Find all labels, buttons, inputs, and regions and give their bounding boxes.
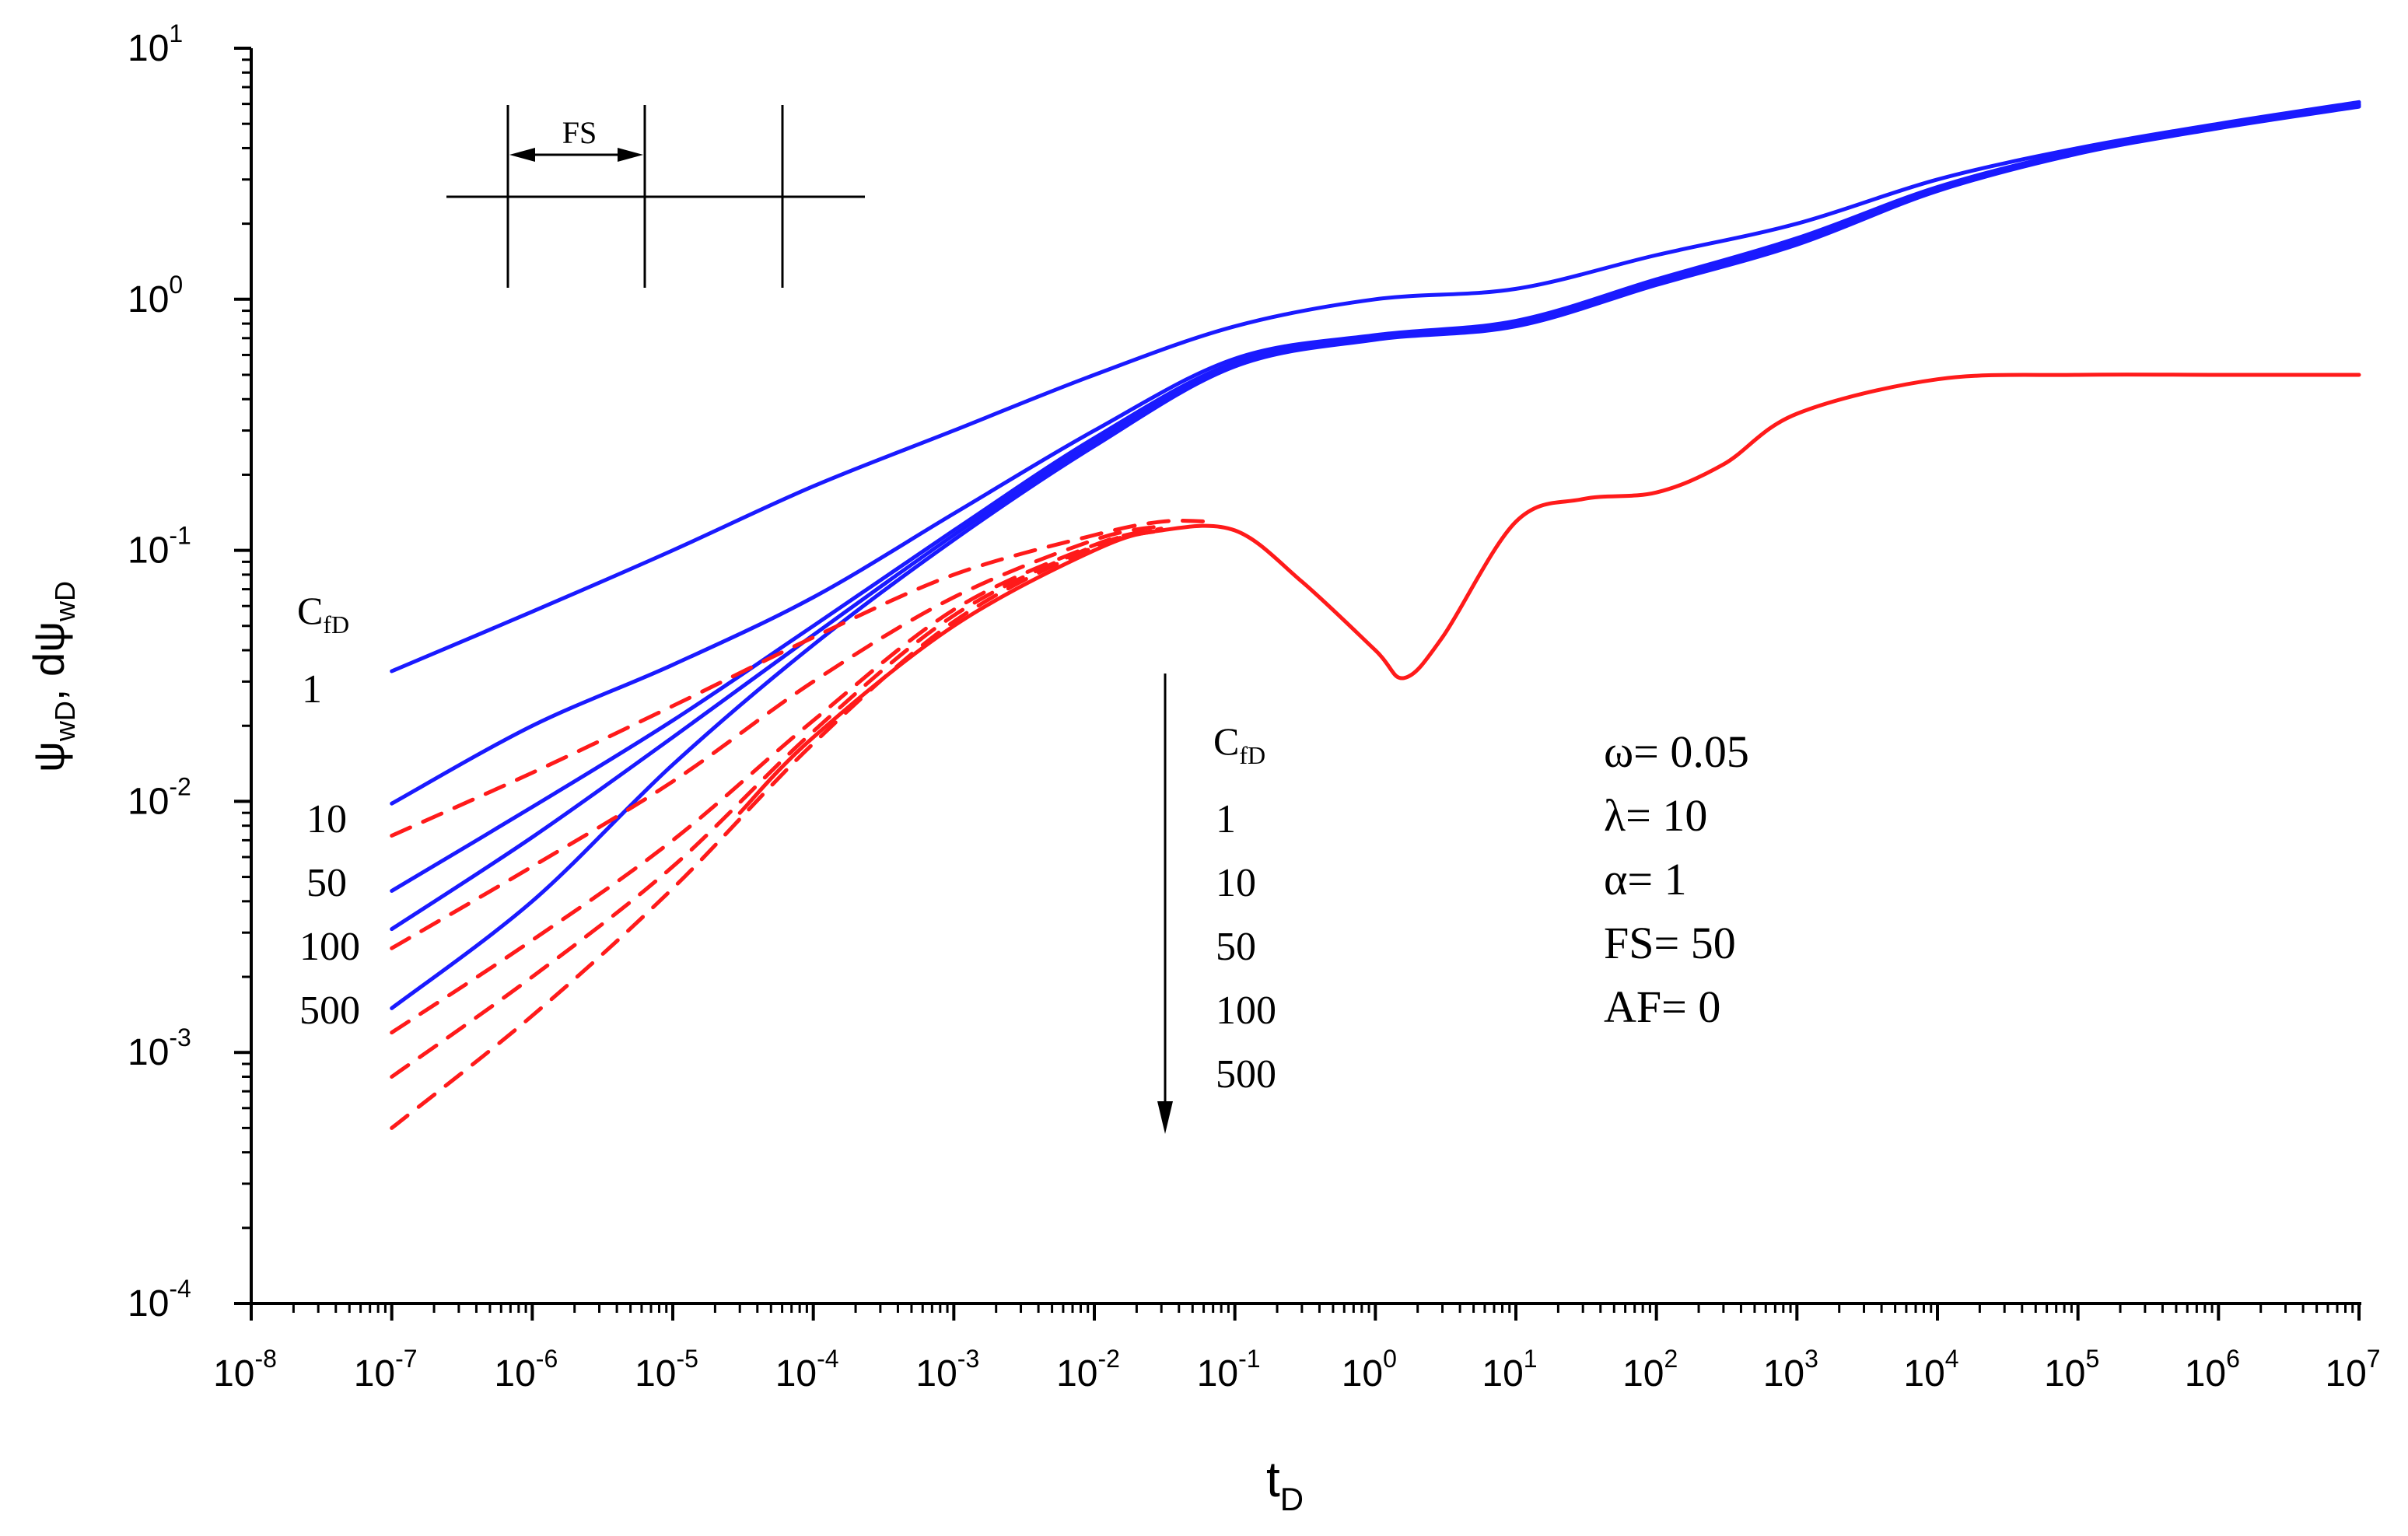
x-tick-label: 10-8 — [213, 1345, 277, 1394]
arrow-cfd-value-50: 50 — [1216, 925, 1256, 969]
y-tick-label: 10-2 — [128, 772, 191, 822]
left-cfd-label-50: 50 — [306, 861, 347, 905]
left-cfd-label-100: 100 — [299, 925, 360, 969]
arrow-cfd-header: CfD — [1213, 719, 1265, 769]
x-tick-label: 10-3 — [915, 1345, 979, 1394]
arrow-cfd-value-100: 100 — [1216, 988, 1276, 1033]
x-tick-label: 107 — [2325, 1345, 2380, 1394]
param-lambda: λ= 10 — [1604, 790, 1707, 841]
x-tick-label: 105 — [2044, 1345, 2099, 1394]
y-tick-labels: 10-4 10-3 10-2 10-1 100 101 — [128, 19, 191, 1324]
derivative-dashed-curve-4 — [390, 528, 1164, 1130]
left-cfd-label-10: 10 — [306, 797, 347, 841]
inset-arrowhead-right — [618, 148, 643, 162]
y-ticks — [234, 47, 251, 1305]
derivative-solid-curve — [737, 373, 2361, 815]
fracture-spacing-inset — [446, 105, 865, 288]
param-alpha: α= 1 — [1604, 854, 1687, 904]
x-tick-label: 10-5 — [635, 1345, 698, 1394]
x-tick-label: 10-4 — [775, 1345, 839, 1394]
arrow-cfd-value-500: 500 — [1216, 1052, 1276, 1097]
inset-arrowhead-left — [509, 148, 535, 162]
y-axis-title: ψwD, dψwD — [24, 581, 81, 772]
param-af: AF= 0 — [1604, 981, 1720, 1032]
x-tick-labels: 10-8 10-7 10-6 10-5 10-4 10-3 10-2 10-1 100 101 10… — [213, 1345, 2381, 1394]
x-tick-label: 102 — [1622, 1345, 1678, 1394]
arrow-cfd-value-1: 1 — [1216, 797, 1236, 841]
x-tick-label: 10-7 — [354, 1345, 418, 1394]
y-tick-label: 10-3 — [128, 1023, 191, 1073]
x-tick-label: 100 — [1342, 1345, 1397, 1394]
x-axis-title: tD — [1266, 1451, 1304, 1517]
series-layer — [390, 100, 2361, 1130]
param-omega: ω= 0.05 — [1604, 726, 1749, 777]
x-tick-label: 10-1 — [1197, 1345, 1261, 1394]
y-tick-label: 101 — [128, 19, 183, 69]
pressure-curve-4 — [390, 104, 2361, 1010]
arrow-cfd-value-10: 10 — [1216, 861, 1256, 905]
y-tick-label: 100 — [128, 271, 183, 320]
derivative-dashed-curve-3 — [390, 527, 1164, 1079]
y-tick-label: 10-4 — [128, 1275, 191, 1324]
left-cfd-label-1: 1 — [302, 667, 322, 712]
x-tick-label: 103 — [1763, 1345, 1818, 1394]
x-tick-label: 10-2 — [1056, 1345, 1120, 1394]
derivative-dashed-curve-0 — [390, 519, 1216, 838]
derivative-dashed-curve-1 — [390, 523, 1164, 950]
x-tick-label: 10-6 — [494, 1345, 558, 1394]
cfd-trend-arrowhead — [1157, 1101, 1173, 1134]
x-tick-label: 106 — [2185, 1345, 2240, 1394]
x-tick-label: 104 — [1903, 1345, 1958, 1394]
x-ticks — [250, 1303, 2361, 1321]
left-cfd-header: CfD — [297, 589, 349, 639]
param-fs: FS= 50 — [1604, 918, 1736, 968]
y-tick-label: 10-1 — [128, 522, 191, 572]
x-tick-label: 101 — [1482, 1345, 1537, 1394]
left-cfd-label-500: 500 — [299, 988, 360, 1033]
inset-fs-label: FS — [562, 115, 597, 150]
pressure-curve-0 — [390, 100, 2361, 674]
